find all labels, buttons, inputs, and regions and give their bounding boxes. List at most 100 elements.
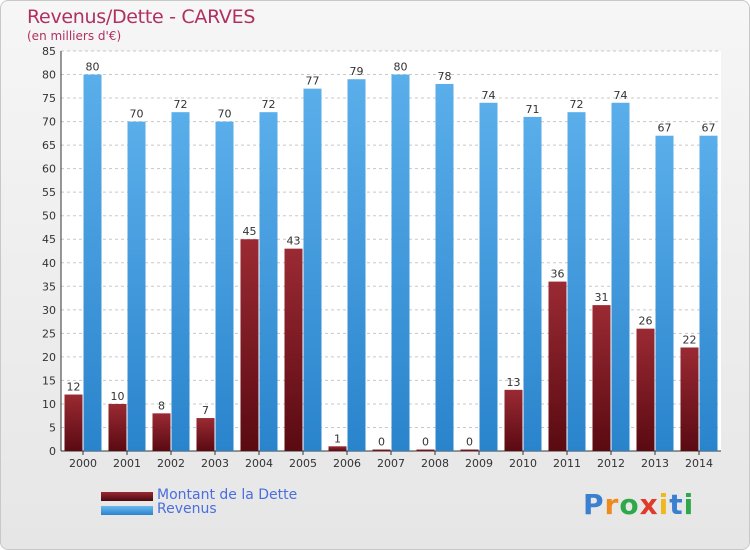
bar-revenus (171, 112, 190, 452)
data-label-dette: 12 (67, 381, 81, 394)
bar-revenus (611, 102, 630, 451)
y-tick-label: 5 (49, 421, 56, 434)
plot-area: 0510152025303540455055606570758085200012… (42, 45, 721, 470)
bar-revenus (303, 88, 322, 451)
y-tick-label: 75 (42, 92, 56, 105)
data-label-revenus: 72 (262, 98, 276, 111)
logo-letter: r (604, 488, 620, 521)
bar-revenus (655, 135, 674, 452)
bar-revenus (83, 74, 102, 451)
y-tick-label: 25 (42, 327, 56, 340)
x-tick-label: 2012 (597, 457, 625, 470)
data-label-dette: 10 (111, 390, 125, 403)
bar-dette (240, 239, 259, 451)
data-label-revenus: 74 (614, 89, 628, 102)
y-tick-label: 70 (42, 116, 56, 129)
y-tick-label: 80 (42, 69, 56, 82)
bar-revenus (567, 112, 586, 452)
data-label-revenus: 74 (482, 89, 496, 102)
data-label-dette: 13 (507, 376, 521, 389)
y-tick-label: 20 (42, 351, 56, 364)
bar-revenus (127, 121, 146, 452)
legend-label-revenus: Revenus (157, 501, 217, 517)
data-label-dette: 31 (595, 291, 609, 304)
data-label-revenus: 80 (86, 61, 100, 74)
data-label-revenus: 72 (570, 98, 584, 111)
bar-dette (372, 449, 391, 451)
bar-revenus (347, 79, 366, 451)
x-tick-label: 2001 (113, 457, 141, 470)
bar-dette (328, 446, 347, 451)
data-label-revenus: 79 (350, 65, 364, 78)
y-tick-label: 60 (42, 163, 56, 176)
y-tick-label: 10 (42, 398, 56, 411)
bar-revenus (479, 102, 498, 451)
logo-letter: i (683, 488, 695, 521)
chart-title: Revenus/Dette - CARVES (27, 6, 256, 28)
bar-revenus (523, 116, 542, 451)
data-label-dette: 0 (422, 436, 429, 449)
data-label-dette: 1 (334, 432, 341, 445)
data-label-revenus: 67 (658, 122, 672, 135)
y-tick-label: 40 (42, 257, 56, 270)
bar-dette (64, 394, 83, 451)
y-tick-label: 0 (49, 445, 56, 458)
proxiti-logo: Proxiti (583, 488, 694, 521)
data-label-dette: 7 (202, 404, 209, 417)
bar-dette (680, 347, 699, 451)
x-tick-label: 2009 (465, 457, 493, 470)
data-label-revenus: 78 (438, 70, 452, 83)
x-tick-label: 2005 (289, 457, 317, 470)
legend-swatch-revenus (101, 506, 153, 515)
data-label-dette: 26 (639, 315, 653, 328)
x-tick-label: 2006 (333, 457, 361, 470)
data-label-revenus: 72 (174, 98, 188, 111)
chart-subtitle: (en milliers d'€) (27, 29, 122, 43)
bar-dette (196, 418, 215, 451)
data-label-revenus: 70 (130, 108, 144, 121)
plot-background (61, 51, 721, 451)
logo-letter: P (583, 488, 605, 521)
y-tick-label: 35 (42, 280, 56, 293)
y-tick-label: 45 (42, 233, 56, 246)
data-label-dette: 43 (287, 235, 301, 248)
bar-dette (416, 449, 435, 451)
logo-letter: i (658, 488, 670, 521)
x-tick-label: 2008 (421, 457, 449, 470)
bar-dette (592, 305, 611, 451)
x-tick-label: 2010 (509, 457, 537, 470)
bar-dette (504, 389, 523, 451)
bar-dette (284, 248, 303, 451)
y-tick-label: 85 (42, 45, 56, 58)
legend-label-dette: Montant de la Dette (157, 487, 298, 503)
x-tick-label: 2014 (685, 457, 713, 470)
y-tick-label: 55 (42, 186, 56, 199)
data-label-dette: 0 (378, 436, 385, 449)
x-tick-label: 2003 (201, 457, 229, 470)
data-label-dette: 36 (551, 268, 565, 281)
bar-revenus (259, 112, 278, 452)
bar-revenus (435, 83, 454, 452)
data-label-dette: 0 (466, 436, 473, 449)
data-label-dette: 22 (683, 333, 697, 346)
bar-revenus (391, 74, 410, 451)
bar-dette (460, 449, 479, 451)
y-tick-label: 65 (42, 139, 56, 152)
logo-letter: x (639, 488, 659, 521)
x-tick-label: 2002 (157, 457, 185, 470)
x-tick-label: 2007 (377, 457, 405, 470)
y-tick-label: 50 (42, 210, 56, 223)
x-tick-label: 2000 (69, 457, 97, 470)
data-label-revenus: 80 (394, 61, 408, 74)
data-label-revenus: 71 (526, 103, 540, 116)
bar-revenus (215, 121, 234, 452)
legend-swatch-dette (101, 492, 153, 501)
y-tick-label: 30 (42, 304, 56, 317)
bar-dette (152, 413, 171, 451)
data-label-revenus: 67 (702, 122, 716, 135)
logo-letter: o (619, 488, 640, 521)
logo-letter: t (669, 488, 684, 521)
x-tick-label: 2011 (553, 457, 581, 470)
